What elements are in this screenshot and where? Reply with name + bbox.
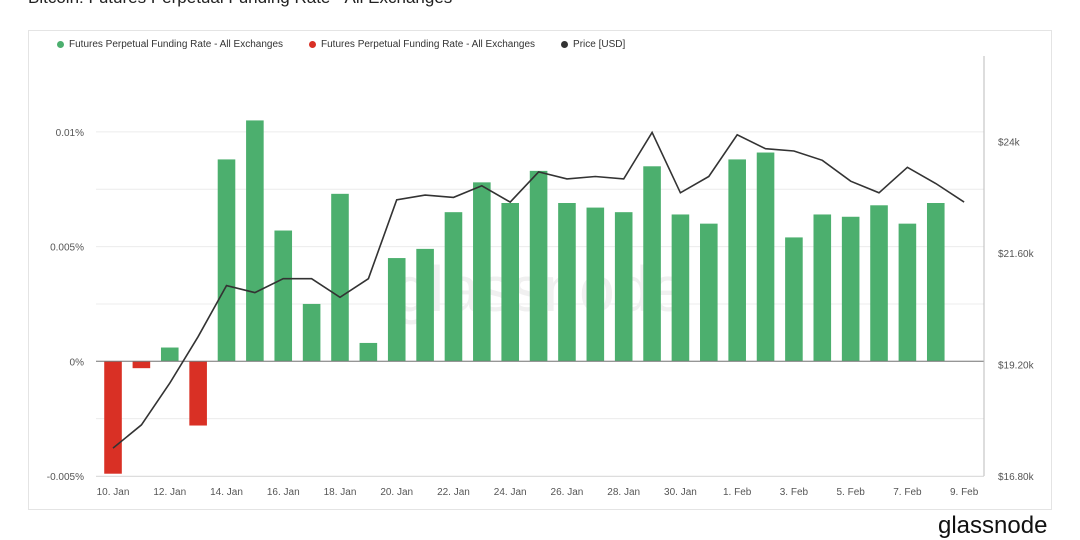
legend-dot-icon: [57, 41, 64, 48]
bar: [473, 182, 491, 362]
y-tick-label-left: 0.01%: [56, 128, 84, 139]
bar: [246, 120, 264, 362]
bar: [501, 203, 520, 362]
price-line: [112, 130, 965, 449]
x-tick-label: 9. Feb: [950, 487, 979, 498]
bar: [387, 258, 406, 362]
bar: [841, 216, 860, 362]
legend-label: Futures Perpetual Funding Rate - All Exc…: [321, 39, 536, 50]
x-tick-label: 28. Jan: [607, 487, 640, 498]
bar: [104, 361, 122, 474]
bar: [160, 347, 179, 362]
y-tick-label-right: $16.80k: [998, 472, 1035, 483]
bar: [785, 237, 803, 362]
legend-item-price[interactable]: Price [USD]: [561, 39, 625, 50]
legend-item-funding-negative[interactable]: Futures Perpetual Funding Rate - All Exc…: [309, 39, 535, 50]
footer-logo: glassnode: [938, 512, 1048, 539]
chart-plot[interactable]: glassnode0.01%0.005%0%-0.005%$24k$21.60k…: [29, 31, 1051, 509]
bar: [813, 214, 832, 362]
bar: [359, 342, 378, 362]
bar: [671, 214, 690, 362]
bar: [870, 205, 888, 362]
legend-label: Price [USD]: [573, 39, 626, 50]
bar: [614, 212, 633, 362]
y-tick-label-left: 0.005%: [50, 243, 84, 254]
bar: [700, 223, 718, 362]
bar: [444, 212, 463, 362]
bar: [728, 159, 746, 362]
bar: [643, 166, 661, 362]
x-tick-label: 30. Jan: [664, 487, 697, 498]
bar: [558, 203, 576, 362]
x-tick-label: 14. Jan: [210, 487, 243, 498]
y-tick-label-right: $24k: [998, 138, 1021, 149]
legend-dot-icon: [561, 41, 569, 48]
bar: [898, 223, 917, 362]
x-tick-label: 1. Feb: [723, 487, 752, 498]
legend-dot-icon: [309, 41, 317, 48]
x-tick-label: 5. Feb: [836, 487, 865, 498]
bar: [756, 152, 775, 362]
y-tick-label-right: $21.60k: [998, 249, 1035, 260]
x-tick-label: 22. Jan: [437, 487, 470, 498]
bar: [416, 248, 434, 362]
x-tick-label: 24. Jan: [494, 487, 527, 498]
bar: [189, 361, 207, 426]
page-title: Bitcoin: Futures Perpetual Funding Rate …: [28, 0, 452, 8]
legend-label: Futures Perpetual Funding Rate - All Exc…: [69, 39, 284, 50]
y-tick-label-right: $19.20k: [998, 361, 1035, 372]
x-tick-label: 12. Jan: [153, 487, 186, 498]
bar: [274, 230, 293, 362]
x-tick-label: 10. Jan: [97, 487, 130, 498]
x-tick-label: 16. Jan: [267, 487, 300, 498]
bar: [302, 303, 321, 362]
bar: [331, 193, 349, 362]
x-tick-label: 20. Jan: [380, 487, 413, 498]
x-tick-label: 3. Feb: [780, 487, 809, 498]
bar: [217, 159, 236, 362]
bar: [529, 170, 548, 362]
bar: [586, 207, 605, 362]
legend: Futures Perpetual Funding Rate - All Exc…: [57, 39, 625, 50]
bar: [132, 361, 151, 369]
y-tick-label-left: 0%: [70, 357, 85, 368]
bar: [926, 203, 945, 362]
y-tick-label-left: -0.005%: [47, 472, 84, 483]
x-tick-label: 26. Jan: [551, 487, 584, 498]
chart-card: Futures Perpetual Funding Rate - All Exc…: [28, 30, 1052, 510]
x-tick-label: 18. Jan: [324, 487, 357, 498]
x-tick-label: 7. Feb: [893, 487, 922, 498]
legend-item-funding-positive[interactable]: Futures Perpetual Funding Rate - All Exc…: [57, 39, 283, 50]
